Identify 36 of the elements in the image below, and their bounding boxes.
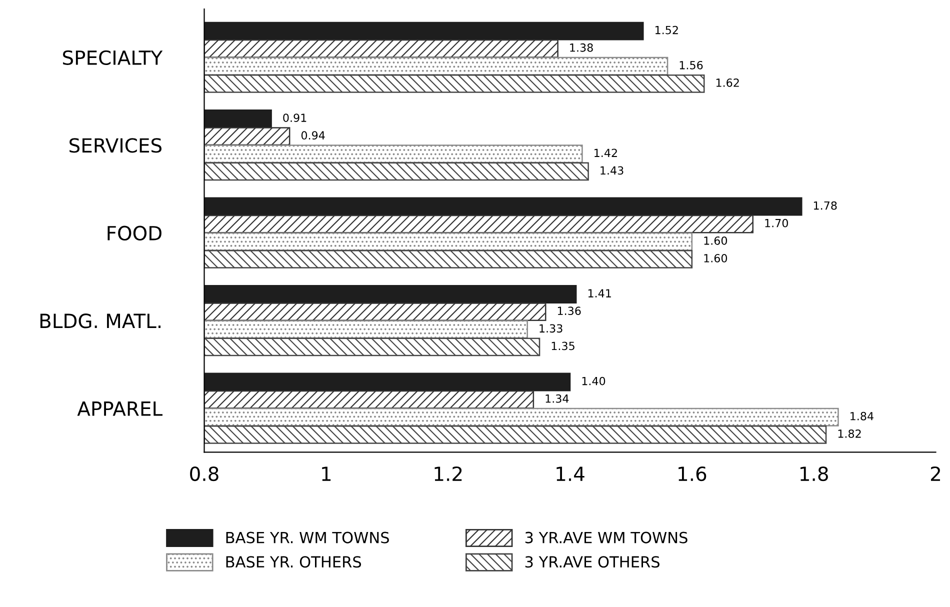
data-label: 0.94 [301,131,325,140]
x-tick-label: 1.4 [556,466,584,481]
data-label: 1.62 [716,78,739,87]
data-label: 1.52 [655,26,678,34]
y-tick-label: SERVICES [70,138,162,153]
data-label: 1.56 [680,60,703,70]
x-tick-label: 1.6 [678,466,706,482]
x-tick-label: 0.8 [190,466,218,482]
data-label: 1.60 [704,254,728,262]
x-tick-label: 1.8 [800,466,828,482]
data-label: 1.82 [838,429,861,438]
legend-label: BASE YR. OTHERS [226,556,362,568]
data-label: 1.43 [600,166,624,175]
data-label: 1.36 [558,306,581,316]
data-label: 1.78 [814,201,837,210]
x-tick-label: 1.2 [434,466,462,481]
data-label: 1.84 [850,412,874,420]
y-tick-label: FOOD [108,226,162,241]
data-label: 0.91 [283,114,306,122]
legend-label: 3 YR.AVE WM TOWNS [525,532,688,544]
x-tick-label: 2 [930,466,940,481]
y-tick-label: SPECIALTY [62,50,163,66]
legend-label: 3 YR.AVE OTHERS [525,556,660,568]
data-label: 1.33 [540,324,562,333]
data-label: 1.41 [588,289,611,298]
y-tick-label: APPAREL [77,402,162,416]
data-label: 1.35 [552,342,574,350]
data-label: 1.34 [546,394,569,403]
y-tick-label: BLDG. MATL. [40,314,160,328]
data-label: 1.60 [704,236,728,245]
x-tick-label: 1 [322,466,331,481]
data-label: 1.42 [594,148,617,157]
legend-label: BASE YR. WM TOWNS [226,532,389,544]
data-label: 1.70 [765,218,788,228]
data-label: 1.38 [570,43,593,52]
data-label: 1.40 [582,376,606,386]
